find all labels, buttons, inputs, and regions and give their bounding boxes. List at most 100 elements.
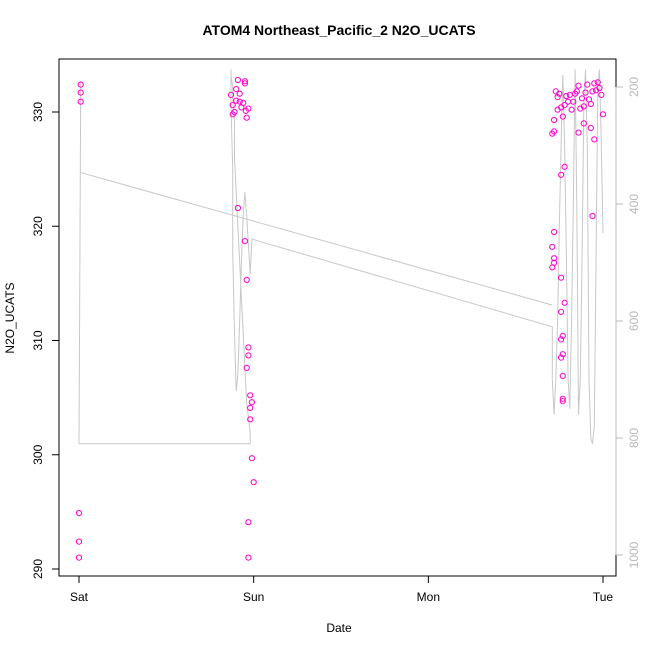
data-point (594, 79, 601, 86)
data-point (598, 91, 605, 99)
data-point (75, 554, 83, 561)
y-axis-label: N2O_UCATS (3, 282, 17, 353)
data-point (580, 120, 587, 127)
data-point (240, 99, 247, 107)
y-tick-label: 330 (31, 102, 45, 122)
data-point (551, 116, 558, 124)
data-point (582, 89, 589, 96)
n2o-points (75, 76, 607, 561)
data-point (558, 336, 565, 343)
y-tick-label: 290 (31, 559, 45, 579)
data-point (558, 171, 565, 178)
data-point (229, 102, 236, 109)
data-point (245, 519, 252, 526)
data-point (573, 88, 580, 95)
data-point (561, 163, 568, 170)
data-point (551, 228, 558, 236)
data-point (556, 90, 563, 97)
data-point (570, 98, 577, 105)
x-tick-label: Mon (417, 590, 440, 604)
data-point (587, 100, 594, 108)
data-point (247, 392, 254, 399)
data-point (578, 95, 586, 102)
data-point (559, 398, 566, 405)
y2-axis: 200 400 600 800 1000 (615, 77, 641, 568)
data-point (558, 308, 565, 315)
data-point (558, 354, 565, 361)
data-point (243, 114, 250, 121)
pressure-series (78, 69, 604, 445)
y2-tick-label: 200 (627, 77, 641, 97)
data-point (587, 124, 594, 132)
data-point (599, 111, 607, 118)
data-point (250, 479, 257, 486)
chart-title: ATOM4 Northeast_Pacific_2 N2O_UCATS (202, 22, 475, 38)
data-point (591, 136, 598, 143)
data-point (549, 264, 556, 271)
data-point (575, 129, 582, 136)
data-point (77, 98, 84, 105)
data-point (77, 89, 84, 96)
data-point (580, 103, 587, 110)
y-tick-label: 310 (31, 330, 45, 350)
y2-tick-label: 1000 (627, 541, 641, 568)
data-point (75, 509, 83, 517)
data-point (247, 404, 254, 411)
data-point (236, 98, 243, 105)
data-point (551, 128, 558, 135)
y-axis: 290 300 310 320 330 (31, 102, 60, 579)
data-point (568, 106, 575, 113)
y2-tick-label: 400 (627, 194, 641, 214)
data-point (559, 395, 566, 402)
y2-tick-label: 600 (627, 311, 641, 331)
x-tick-label: Sun (243, 590, 264, 604)
data-point (554, 94, 561, 101)
data-point (563, 92, 570, 100)
data-point (549, 243, 556, 250)
data-point (229, 111, 236, 118)
data-point (75, 538, 83, 545)
data-point (559, 372, 566, 379)
data-point (596, 84, 603, 92)
data-point (561, 102, 568, 109)
data-point (591, 80, 598, 87)
data-point (558, 274, 565, 281)
data-point (77, 81, 84, 88)
x-tick-label: Tue (593, 590, 614, 604)
x-axis: Sat Sun Mon Tue (70, 575, 614, 604)
data-point (589, 88, 596, 95)
y-tick-label: 300 (31, 444, 45, 464)
data-point (236, 90, 243, 97)
data-point (559, 113, 566, 120)
data-point (559, 332, 566, 339)
x-tick-label: Sat (70, 590, 89, 604)
data-point (551, 255, 558, 262)
data-point (241, 78, 248, 85)
data-point (559, 351, 566, 358)
data-point (234, 204, 241, 212)
data-point (248, 455, 255, 462)
data-point (589, 212, 596, 220)
data-point (243, 276, 250, 283)
data-point (245, 352, 252, 359)
pressure-line (79, 69, 604, 445)
pressure-transit-line (80, 172, 553, 306)
data-point (233, 86, 240, 93)
data-point (247, 416, 254, 423)
data-point (245, 344, 252, 351)
data-point (245, 105, 252, 112)
data-point (245, 554, 252, 561)
data-point (584, 81, 591, 88)
data-point (248, 399, 255, 406)
pressure-line-segment (78, 81, 82, 444)
data-point (561, 299, 568, 306)
x-axis-label: Date (326, 621, 352, 635)
data-point (243, 364, 250, 371)
y2-tick-label: 800 (627, 428, 641, 448)
data-point (227, 91, 235, 99)
data-point (233, 97, 240, 104)
y-tick-label: 320 (31, 216, 45, 236)
data-point (234, 76, 241, 84)
